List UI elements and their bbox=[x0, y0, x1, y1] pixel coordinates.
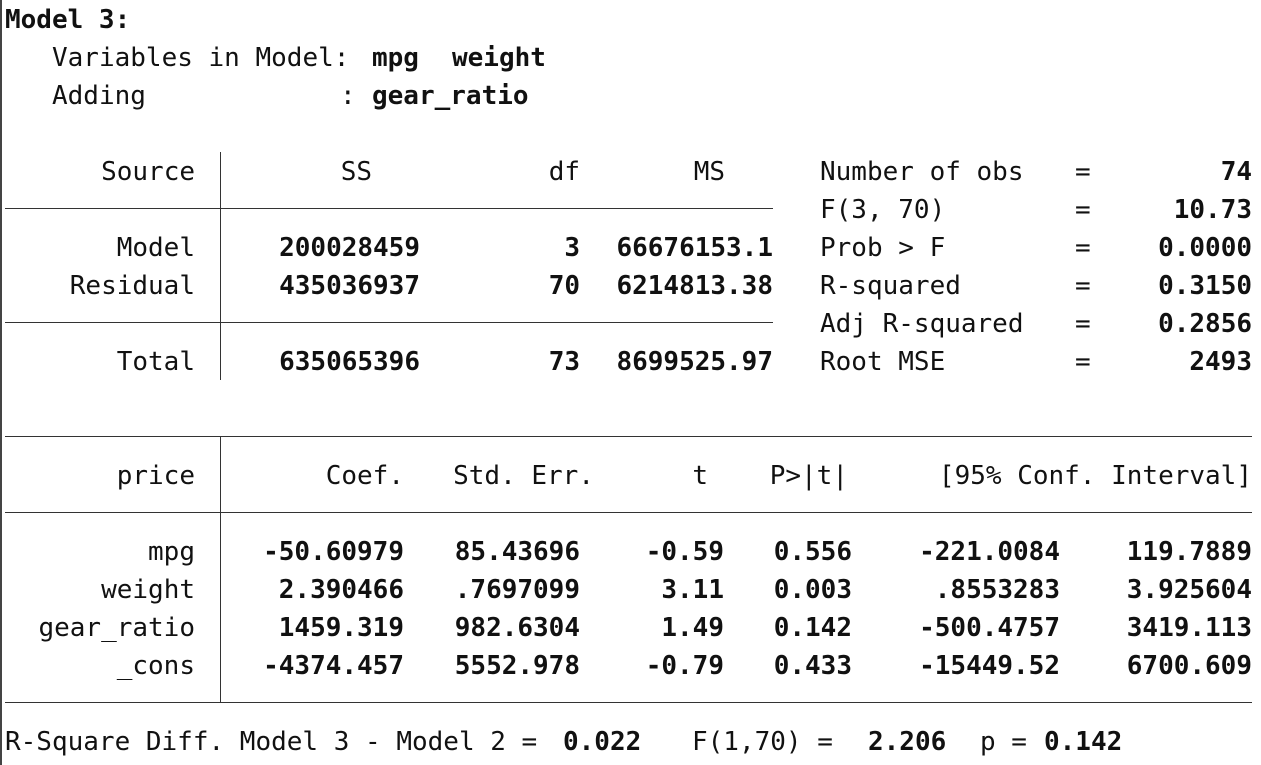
coef-row-ci-high: 119.7889 bbox=[1126, 537, 1252, 567]
coef-row-t: 3.11 bbox=[661, 575, 724, 605]
coef-row-ci-low: .8553283 bbox=[934, 575, 1060, 605]
variable-weight: weight bbox=[452, 43, 546, 73]
anova-column-divider bbox=[220, 152, 221, 380]
coef-header-t: t bbox=[692, 461, 708, 491]
anova-header-ss: SS bbox=[340, 157, 372, 187]
coef-row-p: 0.433 bbox=[773, 651, 852, 681]
anova-row-ms: 66676153.1 bbox=[616, 233, 773, 263]
anova-row-label: Residual bbox=[69, 271, 195, 301]
anova-header-source: Source bbox=[101, 157, 195, 187]
coef-row-var: weight bbox=[101, 575, 195, 605]
coef-row-coef: 2.390466 bbox=[278, 575, 404, 605]
p-value: 0.142 bbox=[1044, 727, 1123, 757]
f-test-value: 2.206 bbox=[868, 727, 947, 757]
rsquare-diff-label: R-Square Diff. Model 3 - Model 2 = bbox=[5, 727, 538, 757]
adding-label: Adding bbox=[52, 81, 146, 111]
coef-header-stderr: Std. Err. bbox=[453, 461, 594, 491]
footer-divider bbox=[5, 702, 1252, 703]
coef-row-ci-high: 3.925604 bbox=[1126, 575, 1252, 605]
coef-row-stderr: .7697099 bbox=[454, 575, 580, 605]
coef-row-var: gear_ratio bbox=[38, 613, 195, 643]
coef-row-p: 0.142 bbox=[773, 613, 852, 643]
stat-label: F(3, 70) bbox=[820, 195, 946, 225]
adding-separator: : bbox=[340, 81, 356, 111]
stat-label: R-squared bbox=[820, 271, 961, 301]
adding-variable: gear_ratio bbox=[372, 81, 529, 111]
stat-equals: = bbox=[1075, 195, 1091, 225]
coef-row-p: 0.003 bbox=[773, 575, 852, 605]
coef-row-ci-high: 3419.113 bbox=[1126, 613, 1252, 643]
coef-row-t: -0.59 bbox=[645, 537, 724, 567]
coef-row-ci-low: -500.4757 bbox=[919, 613, 1060, 643]
coef-row-var: mpg bbox=[148, 537, 195, 567]
p-value-label: p = bbox=[980, 727, 1027, 757]
f-test-label: F(1,70) = bbox=[692, 727, 833, 757]
model-title: Model 3: bbox=[5, 5, 131, 35]
anova-row-ms: 6214813.38 bbox=[616, 271, 773, 301]
rsquare-diff-value: 0.022 bbox=[563, 727, 642, 757]
anova-row-label: Model bbox=[116, 233, 195, 263]
variable-mpg: mpg bbox=[372, 43, 419, 73]
stat-label: Number of obs bbox=[820, 157, 1024, 187]
coef-row-coef: 1459.319 bbox=[278, 613, 404, 643]
stat-equals: = bbox=[1075, 347, 1091, 377]
coef-column-divider bbox=[220, 436, 221, 702]
coef-row-t: 1.49 bbox=[661, 613, 724, 643]
coef-row-t: -0.79 bbox=[645, 651, 724, 681]
coef-row-ci-low: -15449.52 bbox=[919, 651, 1060, 681]
stat-value: 74 bbox=[1220, 157, 1252, 187]
coef-header-coef: Coef. bbox=[325, 461, 404, 491]
coef-row-ci-low: -221.0084 bbox=[919, 537, 1060, 567]
anova-header-ms: MS bbox=[693, 157, 725, 187]
coef-row-stderr: 85.43696 bbox=[454, 537, 580, 567]
coef-top-divider bbox=[5, 436, 1252, 437]
coef-row-coef: -4374.457 bbox=[263, 651, 404, 681]
stat-equals: = bbox=[1075, 233, 1091, 263]
anova-row-df: 3 bbox=[564, 233, 580, 263]
anova-row-label: Total bbox=[116, 347, 195, 377]
variables-label: Variables in Model: bbox=[52, 43, 350, 73]
anova-row-df: 73 bbox=[548, 347, 580, 377]
coef-header-p: P>|t| bbox=[769, 461, 848, 491]
coef-row-stderr: 5552.978 bbox=[454, 651, 580, 681]
stat-value: 0.2856 bbox=[1158, 309, 1252, 339]
stat-equals: = bbox=[1075, 309, 1091, 339]
anova-total-divider bbox=[5, 322, 773, 323]
coef-row-ci-high: 6700.609 bbox=[1126, 651, 1252, 681]
anova-row-ms: 8699525.97 bbox=[616, 347, 773, 377]
anova-header-divider bbox=[5, 208, 773, 209]
coef-row-p: 0.556 bbox=[773, 537, 852, 567]
stat-label: Adj R-squared bbox=[820, 309, 1024, 339]
stat-label: Root MSE bbox=[820, 347, 946, 377]
coef-header-ci: [95% Conf. Interval] bbox=[938, 461, 1252, 491]
left-border bbox=[0, 0, 2, 765]
coef-row-coef: -50.60979 bbox=[263, 537, 404, 567]
anova-row-ss: 435036937 bbox=[279, 271, 420, 301]
stat-value: 2493 bbox=[1189, 347, 1252, 377]
stat-value: 0.3150 bbox=[1158, 271, 1252, 301]
anova-row-ss: 635065396 bbox=[279, 347, 420, 377]
stat-value: 0.0000 bbox=[1158, 233, 1252, 263]
stat-equals: = bbox=[1075, 157, 1091, 187]
stat-value: 10.73 bbox=[1173, 195, 1252, 225]
anova-header-df: df bbox=[548, 157, 580, 187]
coef-row-var: _cons bbox=[116, 651, 195, 681]
coef-row-stderr: 982.6304 bbox=[454, 613, 580, 643]
coef-header-divider bbox=[5, 512, 1252, 513]
anova-row-df: 70 bbox=[548, 271, 580, 301]
anova-row-ss: 200028459 bbox=[279, 233, 420, 263]
stat-label: Prob > F bbox=[820, 233, 946, 263]
stat-equals: = bbox=[1075, 271, 1091, 301]
coef-header-var: price bbox=[116, 461, 195, 491]
